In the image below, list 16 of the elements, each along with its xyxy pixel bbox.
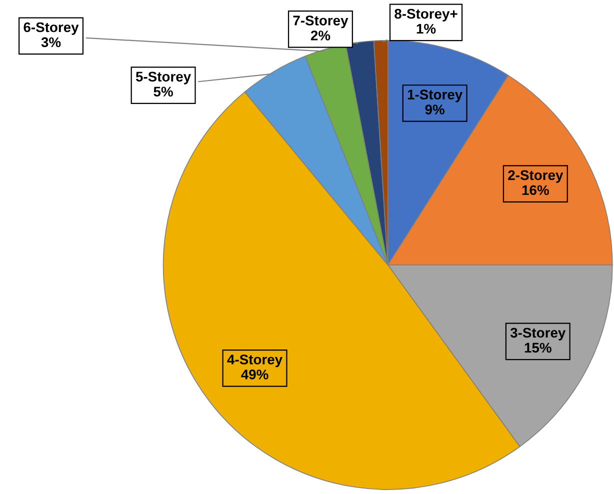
slice-label: 8-Storey+ bbox=[394, 8, 458, 22]
slice-label: 6-Storey bbox=[24, 22, 79, 35]
data-label: 5% bbox=[154, 86, 173, 97]
slice-label: 1-Storey bbox=[408, 90, 463, 102]
slice-label: 5-Storey bbox=[136, 72, 192, 84]
slice-label: 4-Storey bbox=[227, 354, 282, 368]
data-label: 2% bbox=[310, 30, 330, 40]
data-label: 9% bbox=[425, 104, 444, 114]
slice-label: 3-Storey bbox=[510, 328, 566, 340]
data-label: 16% bbox=[522, 185, 549, 196]
data-label: 15% bbox=[524, 342, 552, 353]
data-label: 1% bbox=[416, 24, 436, 34]
slice-label: 2-Storey bbox=[508, 170, 564, 183]
data-label: 49% bbox=[241, 370, 268, 380]
data-label: 3% bbox=[41, 37, 61, 48]
slice-label: 7-Storey bbox=[293, 16, 348, 28]
